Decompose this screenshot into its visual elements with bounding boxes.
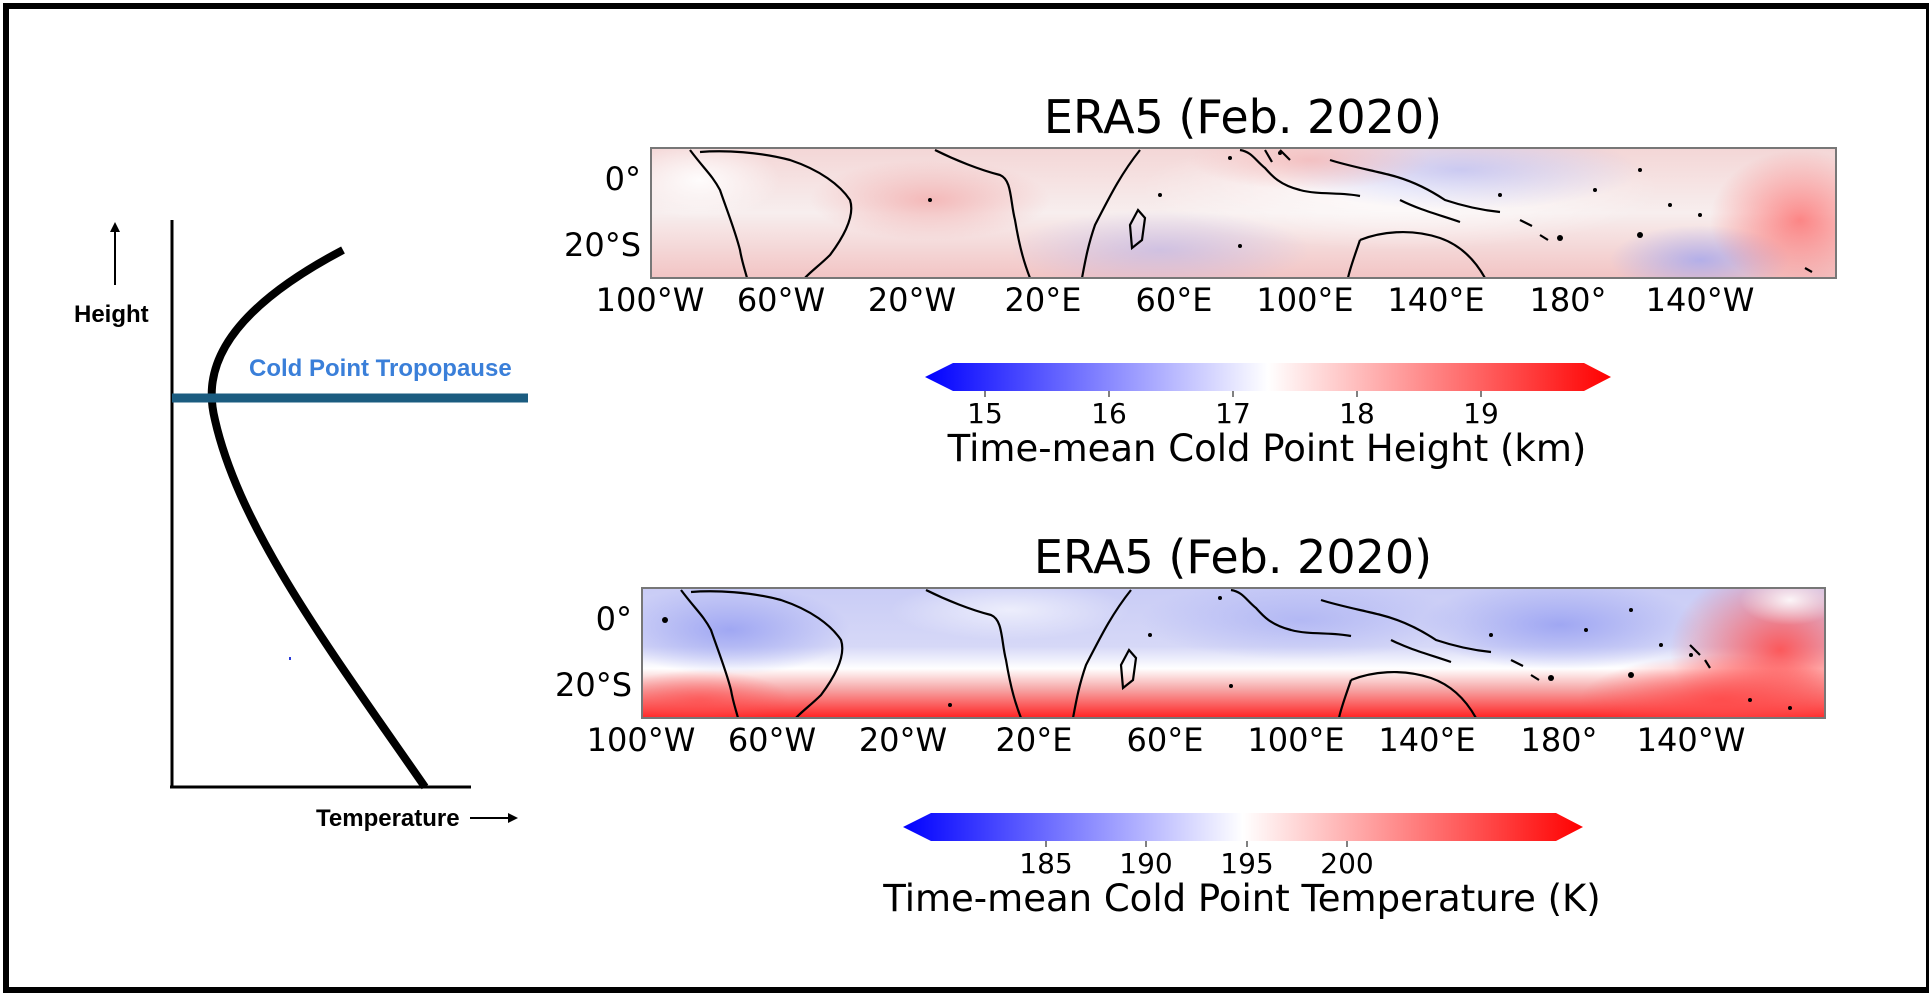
lat-tick-label: 20°S <box>564 226 641 264</box>
schematic-panel: Cold Point Tropopause Height Temperature <box>74 220 528 832</box>
colorbar: 185 190 195 200 Time-mean Cold Point Tem… <box>882 813 1601 920</box>
colorbar-ticks <box>984 391 1482 397</box>
colorbar: 15 16 17 18 19 Time-mean Cold Point Heig… <box>925 363 1611 470</box>
lon-tick-label: 180° <box>1520 721 1597 759</box>
lon-tick-label: 20°E <box>996 721 1073 759</box>
lon-tick-label: 20°W <box>859 721 947 759</box>
lat-tick-labels: 0° 20°S <box>555 600 632 704</box>
map-title: ERA5 (Feb. 2020) <box>1034 530 1432 584</box>
stray-dot <box>289 657 291 660</box>
lon-tick-label: 60°E <box>1136 281 1213 319</box>
map-title: ERA5 (Feb. 2020) <box>1044 90 1442 144</box>
lon-tick-label: 180° <box>1529 281 1606 319</box>
temperature-label: Temperature <box>316 805 460 832</box>
lon-tick-label: 140°E <box>1387 281 1484 319</box>
colorbar-bar <box>903 813 1583 841</box>
lon-tick-labels: 100°W 60°W 20°W 20°E 60°E 100°E 140°E 18… <box>587 721 1746 759</box>
lon-tick-label: 60°W <box>728 721 816 759</box>
colorbar-tick-label: 16 <box>1091 397 1127 430</box>
height-arrow-icon <box>110 222 120 285</box>
lon-tick-label: 140°W <box>1637 721 1746 759</box>
colorbar-tick-label: 18 <box>1339 397 1375 430</box>
lon-tick-label: 20°W <box>868 281 956 319</box>
lat-tick-label: 20°S <box>555 666 632 704</box>
colorbar-tick-label: 15 <box>967 397 1003 430</box>
colorbar-ticks <box>1045 841 1348 847</box>
coastlines <box>689 148 1813 278</box>
islands <box>928 151 1702 248</box>
map-frame <box>650 147 1837 279</box>
lat-tick-label: 0° <box>596 600 632 638</box>
tropopause-label: Cold Point Tropopause <box>249 355 512 382</box>
temperature-arrow-icon <box>470 813 518 823</box>
coastlines <box>680 588 1711 718</box>
lon-tick-label: 100°E <box>1256 281 1353 319</box>
colorbar-tick-label: 190 <box>1119 847 1172 880</box>
map-panel-height: ERA5 (Feb. 2020) <box>564 90 1837 470</box>
lat-tick-labels: 0° 20°S <box>564 160 641 264</box>
colorbar-label: Time-mean Cold Point Height (km) <box>947 427 1587 470</box>
lat-tick-label: 0° <box>605 160 641 198</box>
lon-tick-label: 100°E <box>1247 721 1344 759</box>
lon-tick-labels: 100°W 60°W 20°W 20°E 60°E 100°E 140°E 18… <box>596 281 1755 319</box>
map-panel-temperature: ERA5 (Feb. 2020) <box>555 530 1826 920</box>
height-label: Height <box>74 301 149 328</box>
colorbar-tick-label: 19 <box>1463 397 1499 430</box>
lon-tick-label: 60°W <box>737 281 825 319</box>
colorbar-tick-label: 185 <box>1019 847 1072 880</box>
map-field <box>642 588 1825 718</box>
colorbar-label: Time-mean Cold Point Temperature (K) <box>882 877 1601 920</box>
islands <box>662 596 1792 710</box>
lon-tick-label: 60°E <box>1127 721 1204 759</box>
map-frame <box>641 587 1826 719</box>
lon-tick-label: 100°W <box>587 721 696 759</box>
colorbar-tick-label: 17 <box>1215 397 1251 430</box>
lon-tick-label: 140°W <box>1646 281 1755 319</box>
colorbar-tick-label: 195 <box>1220 847 1273 880</box>
lon-tick-label: 140°E <box>1378 721 1475 759</box>
temperature-profile-curve <box>207 246 429 790</box>
lon-tick-label: 20°E <box>1005 281 1082 319</box>
map-field <box>651 148 1836 278</box>
colorbar-bar <box>925 363 1611 391</box>
colorbar-tick-label: 200 <box>1320 847 1373 880</box>
lon-tick-label: 100°W <box>596 281 705 319</box>
